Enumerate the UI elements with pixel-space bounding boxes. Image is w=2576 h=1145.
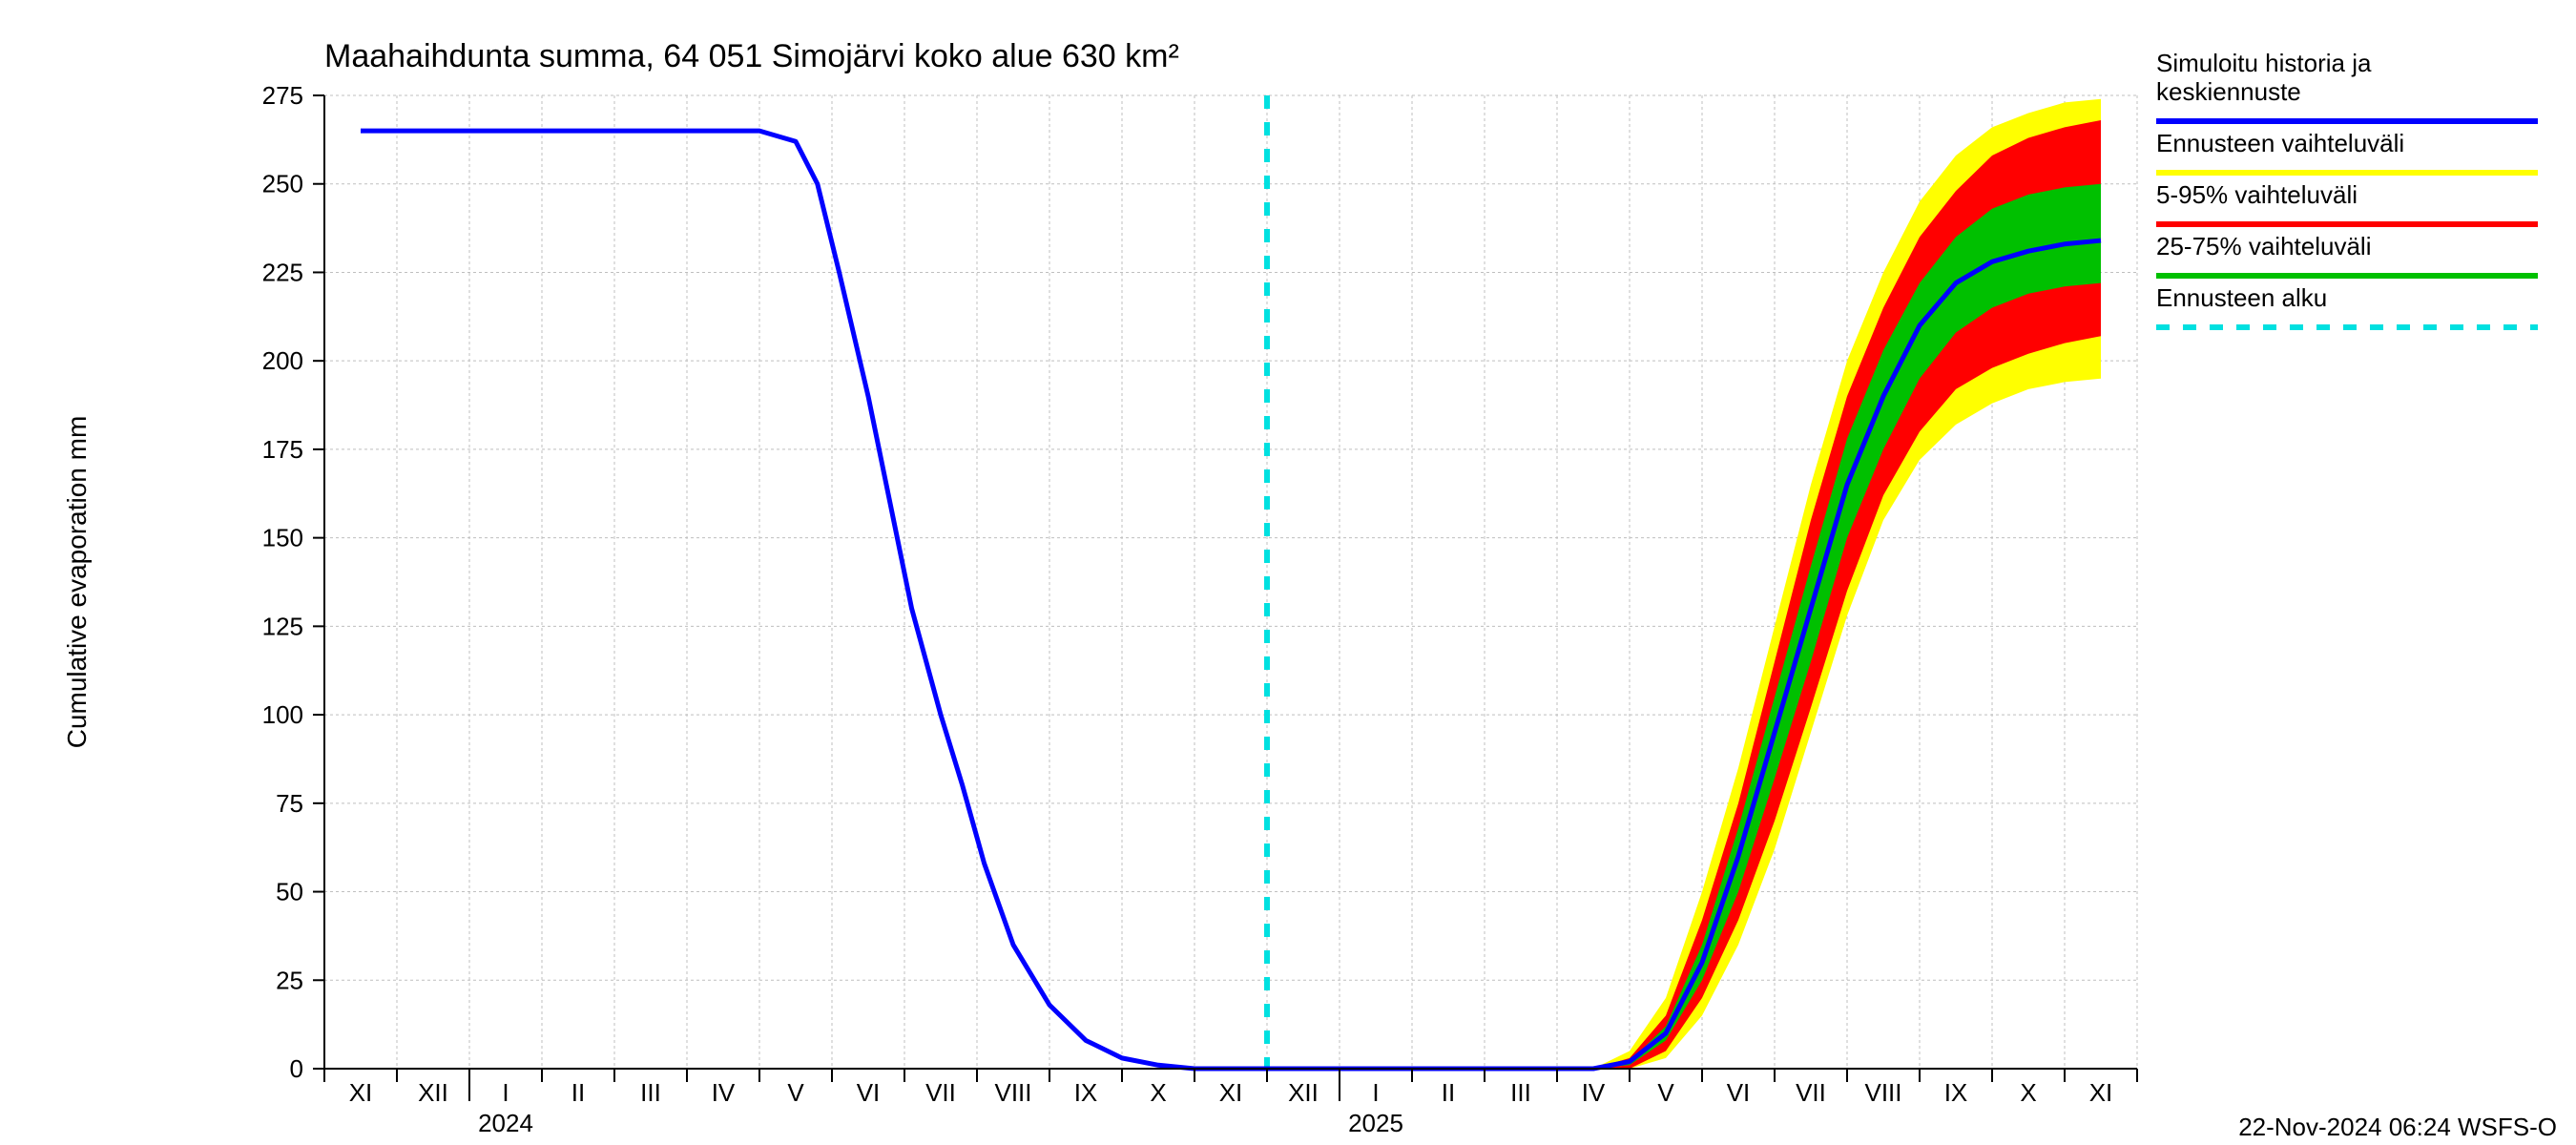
x-tick-label: X bbox=[1150, 1078, 1166, 1107]
y-tick-label: 100 bbox=[262, 700, 303, 729]
y-tick-label: 175 bbox=[262, 435, 303, 464]
x-tick-label: II bbox=[571, 1078, 585, 1107]
x-tick-label: XII bbox=[418, 1078, 448, 1107]
chart-title: Maahaihdunta summa, 64 051 Simojärvi kok… bbox=[324, 38, 1179, 74]
x-tick-label: VII bbox=[1796, 1078, 1826, 1107]
x-tick-label: X bbox=[2020, 1078, 2036, 1107]
legend-label: Simuloitu historia ja bbox=[2156, 49, 2372, 77]
x-tick-label: VI bbox=[1727, 1078, 1751, 1107]
evaporation-chart: 0255075100125150175200225250275XIXIIIIII… bbox=[0, 0, 2576, 1145]
legend-label: Ennusteen vaihteluväli bbox=[2156, 129, 2404, 157]
x-year-label: 2025 bbox=[1348, 1109, 1403, 1137]
x-tick-label: VII bbox=[925, 1078, 956, 1107]
y-tick-label: 150 bbox=[262, 524, 303, 552]
x-tick-label: III bbox=[640, 1078, 661, 1107]
y-tick-label: 0 bbox=[290, 1054, 303, 1083]
y-tick-label: 50 bbox=[276, 878, 303, 906]
x-tick-label: VIII bbox=[994, 1078, 1031, 1107]
legend-label: keskiennuste bbox=[2156, 77, 2301, 106]
y-tick-label: 275 bbox=[262, 81, 303, 110]
x-tick-label: II bbox=[1442, 1078, 1455, 1107]
x-tick-label: IV bbox=[712, 1078, 736, 1107]
legend-label: 25-75% vaihteluväli bbox=[2156, 232, 2371, 260]
x-tick-label: I bbox=[1372, 1078, 1379, 1107]
x-tick-label: IX bbox=[1074, 1078, 1098, 1107]
x-tick-label: VI bbox=[857, 1078, 881, 1107]
x-tick-label: IX bbox=[1944, 1078, 1968, 1107]
x-tick-label: XI bbox=[2089, 1078, 2113, 1107]
x-tick-label: V bbox=[1657, 1078, 1674, 1107]
x-tick-label: V bbox=[787, 1078, 804, 1107]
y-tick-label: 250 bbox=[262, 170, 303, 198]
y-tick-label: 125 bbox=[262, 612, 303, 640]
x-tick-label: XII bbox=[1288, 1078, 1319, 1107]
footer-timestamp: 22-Nov-2024 06:24 WSFS-O bbox=[2238, 1113, 2557, 1141]
x-tick-label: III bbox=[1510, 1078, 1531, 1107]
legend-label: Ennusteen alku bbox=[2156, 283, 2327, 312]
chart-container: 0255075100125150175200225250275XIXIIIIII… bbox=[0, 0, 2576, 1145]
x-year-label: 2024 bbox=[478, 1109, 533, 1137]
y-tick-label: 200 bbox=[262, 346, 303, 375]
y-tick-label: 75 bbox=[276, 789, 303, 818]
x-tick-label: IV bbox=[1582, 1078, 1606, 1107]
y-tick-label: 225 bbox=[262, 258, 303, 286]
y-tick-label: 25 bbox=[276, 966, 303, 994]
x-tick-label: XI bbox=[349, 1078, 373, 1107]
legend-label: 5-95% vaihteluväli bbox=[2156, 180, 2358, 209]
x-tick-label: VIII bbox=[1864, 1078, 1901, 1107]
y-axis-label: Cumulative evaporation mm bbox=[62, 416, 92, 749]
x-tick-label: XI bbox=[1219, 1078, 1243, 1107]
x-tick-label: I bbox=[502, 1078, 509, 1107]
